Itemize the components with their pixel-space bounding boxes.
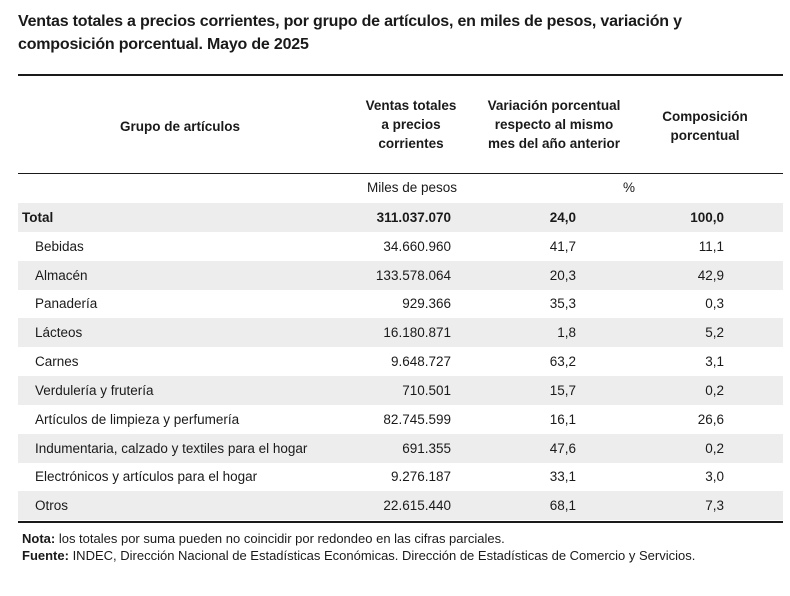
row-label: Electrónicos y artículos para el hogar bbox=[35, 469, 258, 484]
row-label: Carnes bbox=[35, 354, 79, 369]
bottom-rule bbox=[18, 521, 783, 523]
header-rule bbox=[18, 173, 783, 174]
cell-ventas: 710.501 bbox=[402, 383, 451, 398]
cell-composicion: 3,1 bbox=[705, 354, 724, 369]
row-label: Almacén bbox=[35, 268, 88, 283]
table-source: Fuente: INDEC, Dirección Nacional de Est… bbox=[22, 547, 695, 564]
row-label: Indumentaria, calzado y textiles para el… bbox=[35, 441, 308, 456]
header-grupo: Grupo de artículos bbox=[119, 119, 241, 134]
source-label: Fuente: bbox=[22, 548, 69, 563]
cell-composicion: 0,2 bbox=[705, 383, 724, 398]
cell-composicion: 11,1 bbox=[698, 239, 724, 254]
cell-variacion: 15,7 bbox=[549, 383, 576, 398]
row-band bbox=[18, 318, 783, 347]
cell-variacion: 1,8 bbox=[557, 325, 576, 340]
cell-ventas: 9.276.187 bbox=[390, 469, 451, 484]
cell-variacion: 33,1 bbox=[549, 469, 576, 484]
cell-variacion: 47,6 bbox=[549, 441, 576, 456]
row-band bbox=[18, 203, 783, 232]
row-label: Artículos de limpieza y perfumería bbox=[35, 412, 240, 427]
header-composicion: Composición porcentual bbox=[662, 109, 748, 143]
row-label: Lácteos bbox=[35, 325, 83, 340]
cell-composicion: 7,3 bbox=[705, 498, 724, 513]
row-label: Verdulería y frutería bbox=[35, 383, 154, 398]
row-label: Total bbox=[22, 210, 54, 225]
cell-composicion: 5,2 bbox=[705, 325, 724, 340]
cell-variacion: 41,7 bbox=[549, 239, 576, 254]
note-label: Nota: bbox=[22, 531, 56, 546]
cell-variacion: 16,1 bbox=[549, 412, 576, 427]
cell-variacion: 68,1 bbox=[549, 498, 576, 513]
unit-ventas: Miles de pesos bbox=[367, 180, 458, 195]
cell-composicion: 0,2 bbox=[705, 441, 724, 456]
row-label: Bebidas bbox=[35, 239, 84, 254]
note-text: los totales por suma pueden no coincidir… bbox=[55, 531, 505, 546]
cell-ventas: 22.615.440 bbox=[383, 498, 451, 513]
cell-ventas: 34.660.960 bbox=[383, 239, 451, 254]
cell-composicion: 26,6 bbox=[697, 412, 724, 427]
table-note: Nota: los totales por suma pueden no coi… bbox=[22, 530, 505, 547]
row-label: Panadería bbox=[35, 296, 98, 311]
header-ventas: Ventas totales a precios corrientes bbox=[365, 98, 457, 151]
row-band bbox=[18, 261, 783, 290]
cell-variacion: 20,3 bbox=[549, 268, 576, 283]
cell-ventas: 133.578.064 bbox=[375, 268, 451, 283]
cell-ventas: 16.180.871 bbox=[383, 325, 451, 340]
cell-ventas: 691.355 bbox=[402, 441, 451, 456]
row-band bbox=[18, 491, 783, 520]
row-band bbox=[18, 376, 783, 405]
cell-composicion: 100,0 bbox=[690, 210, 724, 225]
row-label: Otros bbox=[35, 498, 69, 513]
cell-ventas: 9.648.727 bbox=[390, 354, 451, 369]
cell-composicion: 0,3 bbox=[705, 296, 724, 311]
cell-ventas: 929.366 bbox=[402, 296, 451, 311]
cell-variacion: 63,2 bbox=[549, 354, 576, 369]
table-title: Ventas totales a precios corrientes, por… bbox=[18, 13, 682, 53]
top-rule bbox=[18, 74, 783, 76]
cell-ventas: 311.037.070 bbox=[376, 210, 451, 225]
cell-composicion: 42,9 bbox=[697, 268, 724, 283]
header-variacion: Variación porcentual respecto al mismo m… bbox=[487, 98, 621, 151]
row-band bbox=[18, 434, 783, 463]
cell-variacion: 35,3 bbox=[549, 296, 576, 311]
unit-pct: % bbox=[623, 180, 636, 195]
source-text: INDEC, Dirección Nacional de Estadística… bbox=[68, 548, 696, 563]
cell-ventas: 82.745.599 bbox=[383, 412, 451, 427]
cell-variacion: 24,0 bbox=[549, 210, 576, 225]
cell-composicion: 3,0 bbox=[705, 469, 724, 484]
